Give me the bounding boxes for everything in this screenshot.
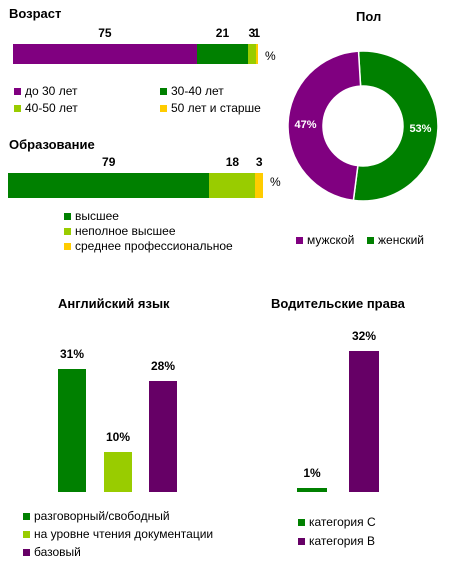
legend-label: базовый	[34, 545, 81, 559]
age-chart-title: Возраст	[9, 6, 62, 21]
legend-swatch	[64, 227, 71, 235]
legend-item-age-50-plus: 50 лет и старше	[160, 101, 261, 115]
age-data-label: 75	[98, 26, 112, 40]
legend-label: 40-50 лет	[25, 101, 78, 115]
english-chart-title: Английский язык	[58, 296, 170, 311]
legend-swatch	[160, 104, 167, 112]
english-bar	[58, 368, 86, 492]
education-bar-segment	[8, 173, 210, 198]
english-data-label: 31%	[59, 346, 85, 361]
legend-swatch	[23, 512, 30, 520]
education-bar-segment	[209, 173, 256, 198]
education-bar-track: 79 18 3	[8, 155, 263, 198]
legend-label: неполное высшее	[75, 224, 176, 238]
legend-item-gender-female: женский	[367, 233, 424, 247]
legend-item-driving-category-c: категория С	[298, 515, 376, 529]
english-bar	[104, 452, 132, 492]
driving-data-label: 1%	[303, 465, 321, 480]
donut-data-label: 53%	[409, 123, 431, 135]
legend-label: мужской	[307, 233, 355, 247]
legend-item-english-basic: базовый	[23, 545, 81, 559]
legend-swatch	[298, 537, 305, 545]
gender-donut-chart: 53% 47%	[287, 50, 439, 202]
age-data-label: 21	[215, 26, 230, 40]
education-data-label: 79	[102, 155, 116, 169]
education-unit-label: %	[270, 175, 281, 189]
legend-label: 50 лет и старше	[171, 101, 261, 115]
legend-label: 30-40 лет	[171, 84, 224, 98]
legend-swatch	[23, 530, 30, 538]
legend-item-age-40-50: 40-50 лет	[14, 101, 78, 115]
legend-label: разговорный/свободный	[34, 509, 170, 523]
driving-bar	[349, 351, 379, 492]
legend-item-driving-category-b: категория В	[298, 534, 375, 548]
legend-swatch	[64, 242, 71, 250]
legend-item-english-fluent: разговорный/свободный	[23, 509, 170, 523]
legend-label: женский	[378, 233, 424, 247]
age-bar-segment	[13, 44, 197, 64]
legend-item-education-secondary-professional: среднее профессиональное	[64, 239, 233, 253]
legend-swatch	[14, 87, 21, 95]
english-data-label: 10%	[105, 430, 131, 445]
english-data-label: 28%	[150, 358, 176, 373]
age-unit-label: %	[265, 49, 276, 63]
age-bar-segment	[248, 44, 256, 64]
legend-item-english-reading: на уровне чтения документации	[23, 527, 213, 541]
english-bar	[149, 380, 177, 492]
donut-slice-female	[352, 50, 439, 202]
driving-data-label: 32%	[351, 329, 377, 343]
legend-item-age-under-30: до 30 лет	[14, 84, 77, 98]
education-bar-segment	[255, 173, 263, 198]
legend-swatch	[298, 518, 305, 526]
donut-slice-male	[287, 50, 362, 202]
legend-item-education-higher: высшее	[64, 209, 119, 223]
legend-swatch	[160, 87, 167, 95]
age-bar-segment	[196, 44, 249, 64]
legend-label: среднее профессиональное	[75, 239, 233, 253]
donut-data-label: 47%	[295, 119, 317, 131]
legend-swatch	[64, 212, 71, 220]
education-chart-title: Образование	[9, 137, 95, 152]
age-data-label: 3	[248, 26, 256, 40]
education-data-label: 18	[225, 155, 240, 169]
age-bar-track: 75 21 3 1	[13, 26, 260, 64]
legend-item-age-30-40: 30-40 лет	[160, 84, 224, 98]
age-bar-segment	[255, 44, 258, 64]
legend-label: категория С	[309, 515, 376, 529]
age-data-label: 1	[253, 26, 261, 40]
legend-label: высшее	[75, 209, 119, 223]
legend-label: категория В	[309, 534, 375, 548]
legend-swatch	[14, 104, 21, 112]
legend-swatch	[367, 236, 374, 244]
legend-label: на уровне чтения документации	[34, 527, 214, 541]
legend-swatch	[23, 548, 30, 556]
driving-bar	[297, 487, 327, 492]
legend-item-gender-male: мужской	[296, 233, 354, 247]
legend-item-education-incomplete-higher: неполное высшее	[64, 224, 176, 238]
gender-chart-title: Пол	[356, 9, 382, 24]
driving-chart-title: Водительские права	[271, 296, 405, 311]
legend-label: до 30 лет	[25, 84, 78, 98]
legend-swatch	[296, 236, 303, 244]
education-data-label: 3	[255, 155, 263, 169]
